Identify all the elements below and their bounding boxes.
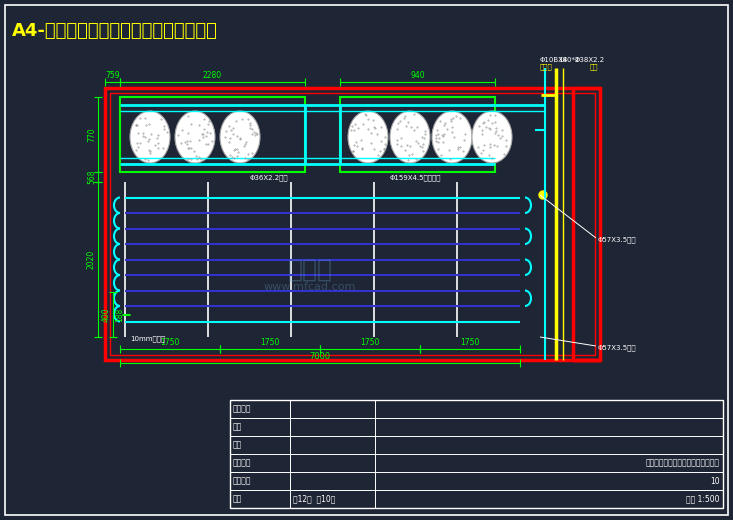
Text: 沐风网: 沐风网 — [287, 258, 333, 282]
Text: 1750: 1750 — [161, 338, 180, 347]
Text: 审阅教师: 审阅教师 — [233, 476, 251, 486]
Text: Φ36X2.2制管: Φ36X2.2制管 — [250, 175, 289, 181]
Text: 770: 770 — [87, 127, 96, 142]
Ellipse shape — [390, 111, 430, 163]
Text: 液管: 液管 — [590, 63, 599, 70]
Text: 比例 1:500: 比例 1:500 — [687, 495, 720, 503]
Text: 180*2: 180*2 — [558, 57, 579, 63]
Text: 2020: 2020 — [87, 250, 96, 269]
Text: Φ38X2.2: Φ38X2.2 — [575, 57, 605, 63]
Text: 1750: 1750 — [361, 338, 380, 347]
Text: 1750: 1750 — [260, 338, 280, 347]
Bar — [105, 88, 600, 360]
Text: 急冻间冷却设备平面布置图（主视）: 急冻间冷却设备平面布置图（主视） — [646, 459, 720, 467]
Bar — [230, 400, 723, 508]
Bar — [120, 97, 305, 172]
Text: 2280: 2280 — [203, 71, 222, 80]
Text: 568: 568 — [87, 170, 96, 184]
Text: 学号: 学号 — [233, 422, 242, 432]
Text: www.mfcad.com: www.mfcad.com — [264, 282, 356, 292]
Text: 备注: 备注 — [233, 495, 242, 503]
Text: A4-急冻间冷却设备平面布置图（主视）: A4-急冻间冷却设备平面布置图（主视） — [12, 22, 218, 40]
Ellipse shape — [348, 111, 388, 163]
Text: 10mm衬钒板: 10mm衬钒板 — [130, 336, 165, 342]
Text: 排气管: 排气管 — [540, 63, 553, 70]
Text: Φ57X3.5集管: Φ57X3.5集管 — [598, 345, 637, 352]
Bar — [110, 93, 595, 355]
Ellipse shape — [472, 111, 512, 163]
Text: 班级: 班级 — [233, 440, 242, 449]
Text: 共12张  第10张: 共12张 第10张 — [293, 495, 336, 503]
Text: 188: 188 — [115, 307, 124, 322]
Text: 400: 400 — [102, 307, 111, 322]
Text: 7000: 7000 — [309, 352, 331, 361]
Ellipse shape — [220, 111, 260, 163]
Text: Φ57X3.5集管: Φ57X3.5集管 — [598, 237, 637, 243]
Ellipse shape — [130, 111, 170, 163]
Text: 10: 10 — [710, 476, 720, 486]
Text: 940: 940 — [410, 71, 425, 80]
Text: Φ10BX4: Φ10BX4 — [540, 57, 568, 63]
Ellipse shape — [175, 111, 215, 163]
Text: 759: 759 — [106, 71, 119, 80]
Bar — [340, 97, 495, 172]
Circle shape — [539, 191, 547, 199]
Text: 1750: 1750 — [460, 338, 479, 347]
Text: 学生姓名: 学生姓名 — [233, 405, 251, 413]
Text: Φ159X4.5吸气集管: Φ159X4.5吸气集管 — [390, 175, 441, 181]
Ellipse shape — [432, 111, 472, 163]
Text: 指导教师: 指导教师 — [233, 459, 251, 467]
